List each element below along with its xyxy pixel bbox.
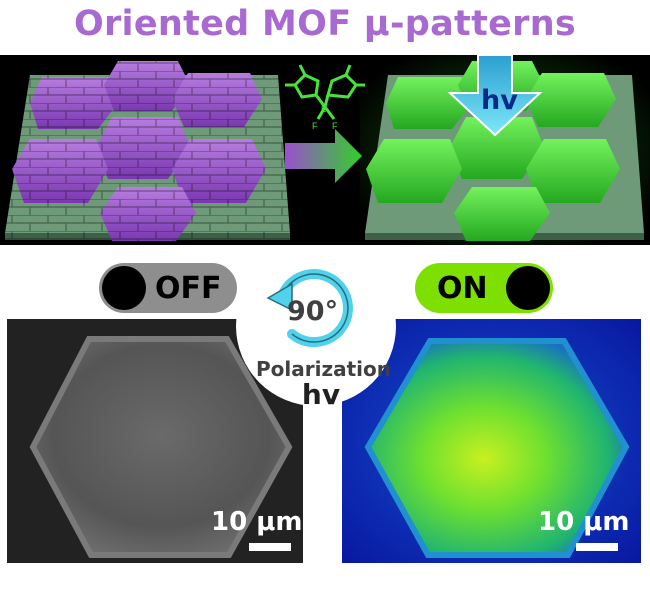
micrograph-off-image — [7, 319, 303, 563]
off-label: OFF — [155, 271, 222, 306]
schematic-panel: B F F — [0, 55, 650, 245]
toggle-knob-off — [102, 266, 146, 310]
polarization-label: Polarization — [256, 357, 391, 381]
micrograph-off: 10 μm — [7, 319, 303, 563]
scale-label-off: 10 μm — [211, 507, 303, 537]
micrograph-on: 10 μm — [342, 319, 641, 563]
scale-label-on: 10 μm — [538, 507, 630, 537]
toggle-knob-on — [506, 266, 550, 310]
hexagon-on — [364, 338, 630, 558]
scale-bar-off — [249, 543, 291, 551]
light-label: hv — [481, 85, 518, 116]
micrograph-on-image — [342, 319, 641, 563]
light-arrow — [447, 55, 543, 137]
conversion-arrow — [285, 129, 362, 183]
rotation-arrow-icon — [266, 269, 353, 348]
scale-bar-on — [576, 543, 618, 551]
page-title: Oriented MOF μ-patterns — [73, 4, 577, 44]
on-label: ON — [437, 271, 488, 306]
fluorine-atom-1: F — [312, 121, 318, 131]
rotation-angle: 90° — [287, 296, 339, 327]
polarization-light-label: hv — [301, 378, 341, 411]
boron-atom: B — [321, 104, 327, 114]
fluorine-atom-2: F — [332, 121, 338, 131]
hexagon-off — [29, 336, 293, 558]
off-toggle[interactable]: OFF — [99, 263, 237, 313]
purple-mof-pattern — [0, 55, 290, 245]
schematic-illustration: B F F — [0, 55, 650, 245]
on-toggle[interactable]: ON — [415, 263, 553, 313]
